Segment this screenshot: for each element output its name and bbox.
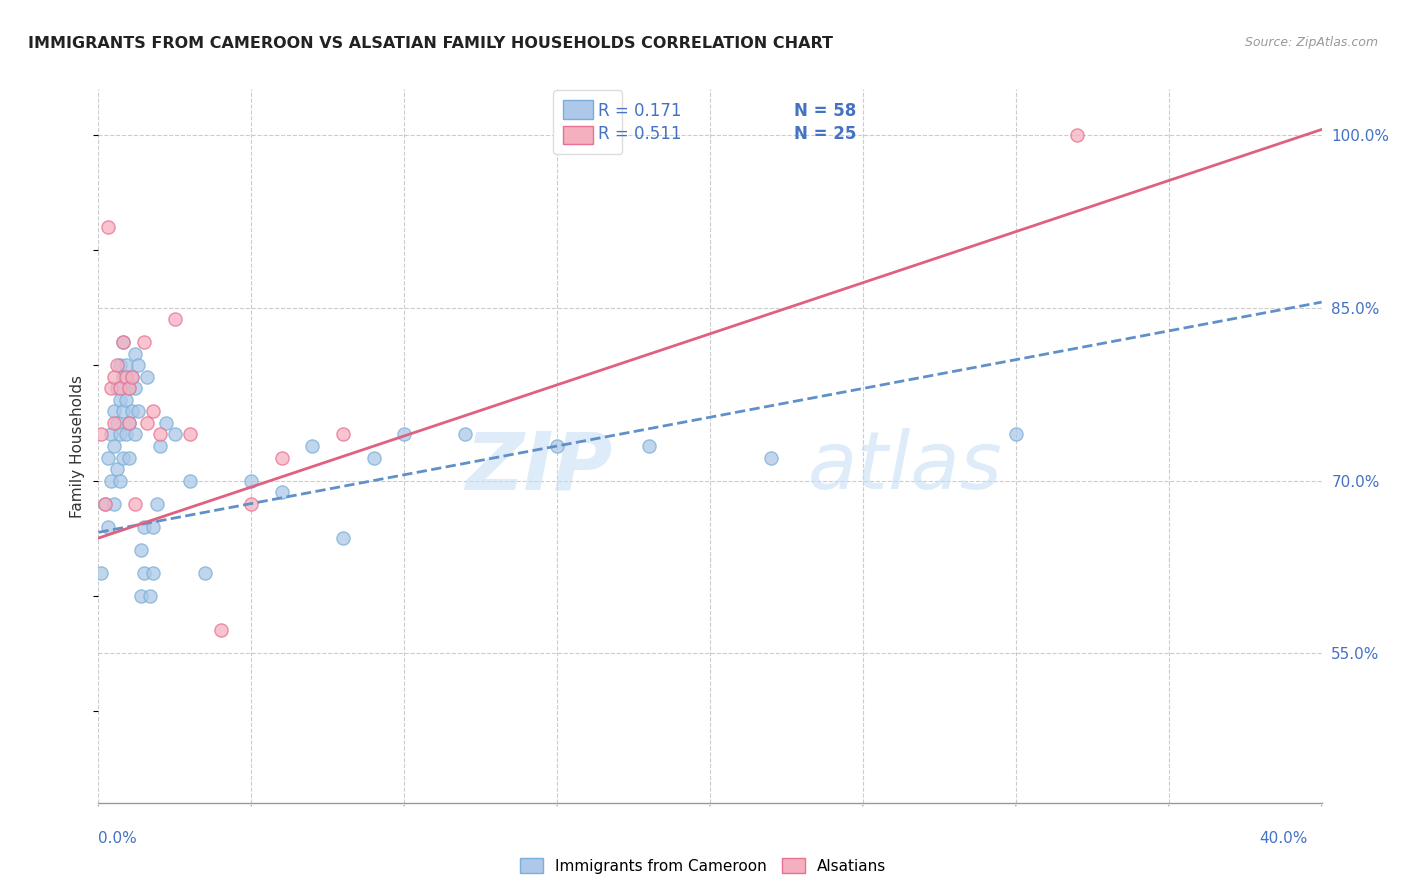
Point [332,427,354,442]
Point [163,427,186,442]
Point [179,474,201,488]
Point [392,427,416,442]
Legend:  ,  : , [554,90,621,154]
Point [108,427,131,442]
Point [1004,427,1026,442]
Point [108,392,131,407]
Point [301,439,323,453]
Point [100,474,122,488]
Point [546,439,568,453]
Point [145,497,167,511]
Point [105,416,128,430]
Point [127,404,149,418]
Point [127,359,149,373]
Point [129,589,152,603]
Point [118,416,141,430]
Point [179,427,201,442]
Point [90,427,112,442]
Point [103,404,125,418]
Point [270,450,292,465]
Point [124,381,146,395]
Point [332,531,354,545]
Text: Source: ZipAtlas.com: Source: ZipAtlas.com [1244,36,1378,49]
Point [103,416,125,430]
Text: IMMIGRANTS FROM CAMEROON VS ALSATIAN FAMILY HOUSEHOLDS CORRELATION CHART: IMMIGRANTS FROM CAMEROON VS ALSATIAN FAM… [28,36,834,51]
Point [240,474,263,488]
Point [108,359,131,373]
Point [149,427,172,442]
Text: atlas: atlas [808,428,1002,507]
Point [637,439,661,453]
Point [209,623,232,637]
Point [155,416,177,430]
Text: 40.0%: 40.0% [1260,831,1308,846]
Point [108,474,131,488]
Point [118,416,141,430]
Point [105,462,128,476]
Point [121,404,143,418]
Point [134,335,156,350]
Point [118,381,141,395]
Text: N = 25: N = 25 [794,125,856,143]
Point [105,381,128,395]
Point [759,450,782,465]
Point [111,370,134,384]
Point [124,427,146,442]
Point [115,370,138,384]
Point [111,335,134,350]
Point [454,427,477,442]
Point [142,566,165,580]
Point [111,404,134,418]
Point [103,370,125,384]
Point [149,439,172,453]
Point [1066,128,1088,143]
Point [136,416,159,430]
Legend: Immigrants from Cameroon, Alsatians: Immigrants from Cameroon, Alsatians [513,852,893,880]
Point [136,370,159,384]
Point [115,427,138,442]
Point [121,370,143,384]
Text: 0.0%: 0.0% [98,831,138,846]
Point [163,312,186,326]
Point [115,359,138,373]
Point [139,589,162,603]
Point [103,439,125,453]
Point [111,450,134,465]
Point [105,359,128,373]
Point [108,381,131,395]
Point [240,497,263,511]
Point [115,392,138,407]
Point [134,566,156,580]
Text: R = 0.171: R = 0.171 [598,102,681,120]
Point [97,450,120,465]
Point [124,347,146,361]
Point [93,497,115,511]
Y-axis label: Family Households: Family Households [70,375,86,517]
Point [363,450,385,465]
Point [129,542,152,557]
Point [142,519,165,533]
Point [93,497,115,511]
Point [118,450,141,465]
Point [103,497,125,511]
Text: N = 58: N = 58 [794,102,856,120]
Point [100,427,122,442]
Point [97,519,120,533]
Point [90,566,112,580]
Point [194,566,217,580]
Text: ZIP: ZIP [465,428,612,507]
Point [100,381,122,395]
Point [118,381,141,395]
Point [142,404,165,418]
Point [97,220,120,235]
Point [134,519,156,533]
Point [121,370,143,384]
Point [270,485,292,500]
Point [124,497,146,511]
Text: R = 0.511: R = 0.511 [598,125,681,143]
Point [111,335,134,350]
